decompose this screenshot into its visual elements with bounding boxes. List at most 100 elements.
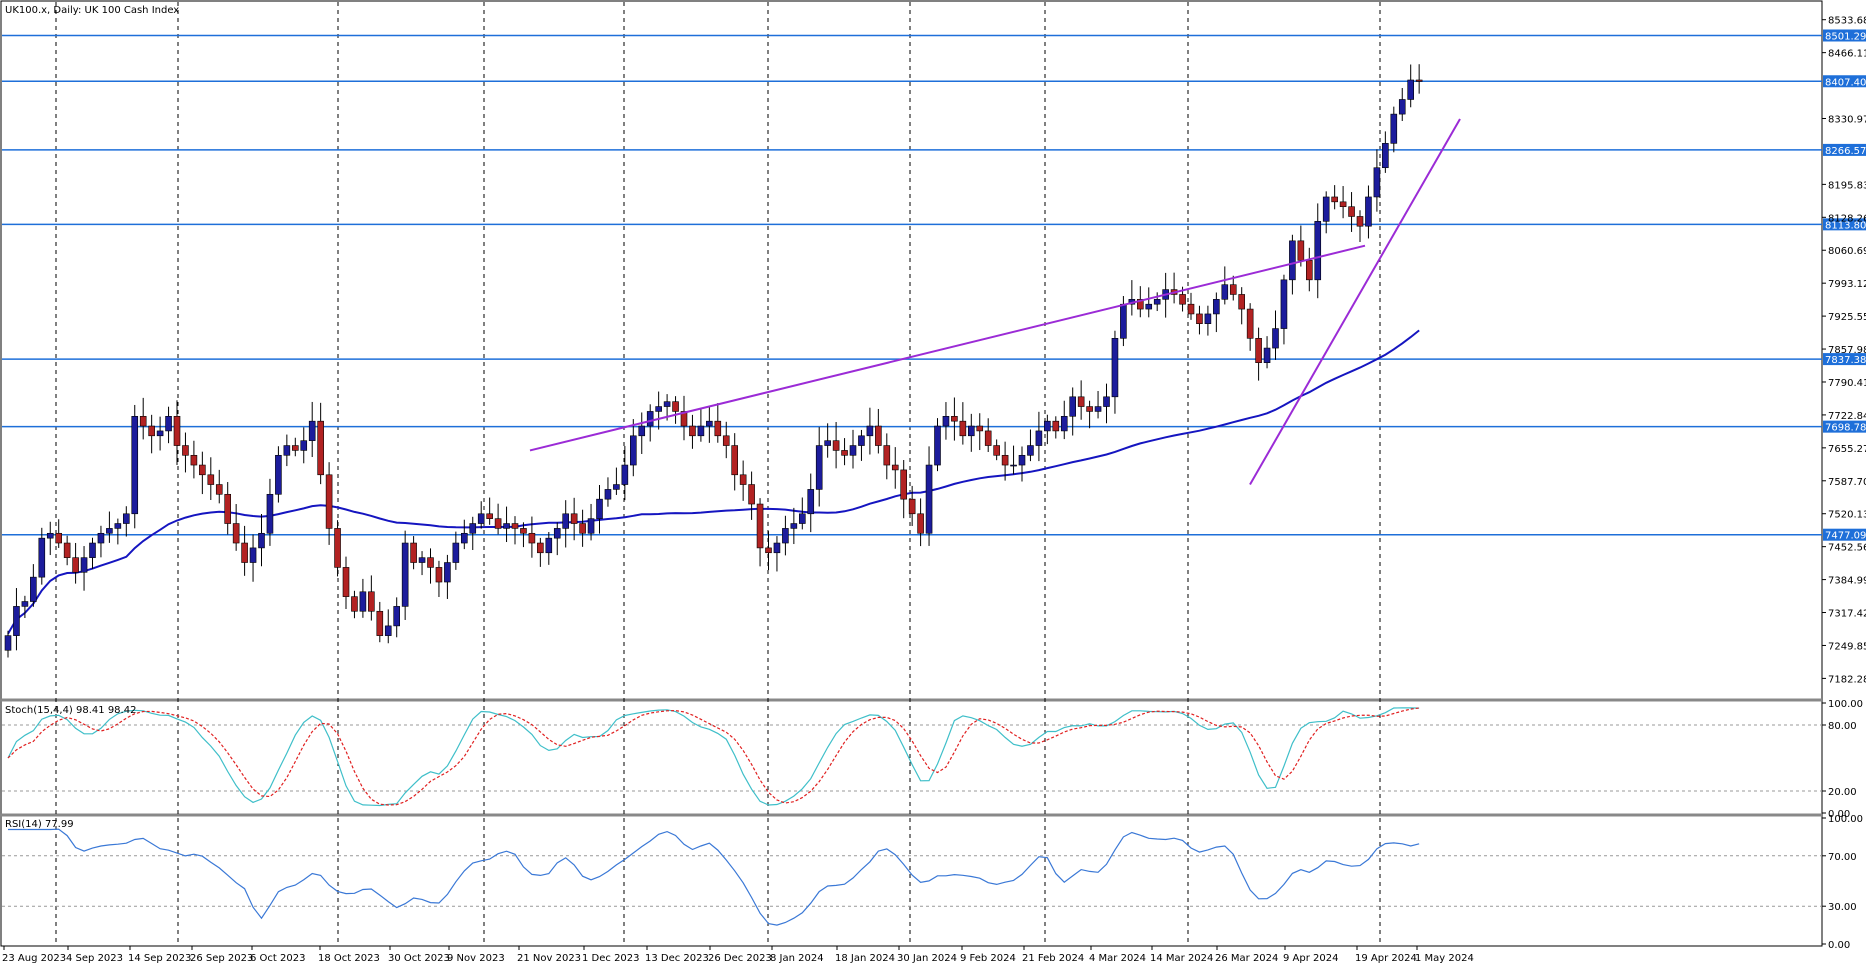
y-tick-label: 8195.83 xyxy=(1828,180,1866,191)
candle-body xyxy=(1229,284,1237,295)
x-tick-label: 23 Aug 2023 xyxy=(2,953,66,964)
horizontal-price-levels[interactable] xyxy=(2,34,1822,536)
y-tick-label: 7790.41 xyxy=(1828,378,1866,389)
candle-body xyxy=(646,411,654,427)
x-tick-label: 19 Apr 2024 xyxy=(1355,953,1417,964)
candle-body xyxy=(1179,294,1186,305)
candle-body xyxy=(866,425,874,437)
candle-body xyxy=(655,406,662,412)
candle-body xyxy=(80,557,88,573)
candle-body xyxy=(663,401,671,407)
trendlines[interactable] xyxy=(529,118,1461,486)
candle-body xyxy=(815,445,823,490)
candle-body xyxy=(1069,396,1076,417)
candle-body xyxy=(1001,454,1009,466)
candle-body xyxy=(207,474,215,485)
candle-body xyxy=(900,469,908,500)
candle-body xyxy=(511,523,519,529)
price-axis: 8501.29 8407.40 8266.57 8113.80 7837.38 7698.… xyxy=(1822,16,1866,685)
candle-body xyxy=(131,416,139,515)
candle-body xyxy=(765,547,772,554)
trendline-rising[interactable] xyxy=(1249,118,1461,486)
candle-body xyxy=(942,416,950,427)
stochastic-oscillator: 100.00 80.00 20.00 0.00 xyxy=(2,699,1863,820)
candle-body xyxy=(1314,221,1322,281)
candle-body xyxy=(545,537,553,554)
candle-body xyxy=(1407,79,1414,100)
y-tick-label: 7925.55 xyxy=(1828,312,1866,323)
candle-body xyxy=(1306,260,1313,281)
y-tick-label: 8128.26 xyxy=(1828,213,1866,224)
candle-body xyxy=(528,532,536,544)
x-tick-label: 14 Sep 2023 xyxy=(128,953,191,964)
candle-body xyxy=(435,567,443,583)
candle-body xyxy=(1018,454,1026,466)
stoch-panel-border xyxy=(0,700,1823,817)
candle-body xyxy=(291,445,299,451)
candle-body xyxy=(1153,299,1161,305)
candle-body xyxy=(1044,420,1051,432)
trendline-upper[interactable] xyxy=(529,244,1366,452)
candle-body xyxy=(190,454,198,466)
price-level-tag xyxy=(1823,218,1866,231)
candle-body xyxy=(807,489,815,515)
rsi-line xyxy=(8,828,1420,926)
x-tick-label: 8 Jan 2024 xyxy=(770,953,824,964)
candle-body xyxy=(300,440,308,451)
candle-body xyxy=(1094,406,1102,412)
candle-body xyxy=(1356,216,1364,227)
candle-body xyxy=(756,503,764,549)
candle-body xyxy=(1322,196,1330,222)
price-level-label: 7698.78 xyxy=(1825,423,1866,434)
candle-body xyxy=(1263,347,1271,363)
candle-body xyxy=(1027,445,1034,456)
candle-body xyxy=(883,445,891,466)
candle-body xyxy=(376,610,384,636)
candle-body xyxy=(908,498,916,515)
candle-body xyxy=(832,440,840,451)
candle-body xyxy=(114,523,122,529)
rsi-tick-label: 30.00 xyxy=(1828,902,1857,913)
candle-body xyxy=(925,464,933,534)
x-tick-label: 9 Nov 2023 xyxy=(447,953,505,964)
candle-body xyxy=(55,532,63,544)
price-level-label: 7477.09 xyxy=(1825,531,1866,542)
rsi-tick-label: 100.00 xyxy=(1828,814,1863,825)
y-tick-label: 7722.84 xyxy=(1828,411,1866,422)
candle-body xyxy=(1272,328,1279,349)
candle-body xyxy=(401,542,409,607)
candle-body xyxy=(562,513,570,529)
x-tick-label: 9 Feb 2024 xyxy=(960,953,1016,964)
candle-body xyxy=(427,557,434,568)
candle-body xyxy=(798,513,806,524)
candle-body xyxy=(891,464,899,471)
candle-body xyxy=(1415,79,1423,82)
candle-body xyxy=(1255,338,1262,363)
x-tick-label: 18 Oct 2023 xyxy=(318,953,380,964)
candle-body xyxy=(722,435,730,446)
x-tick-label: 4 Mar 2024 xyxy=(1089,953,1146,964)
price-level-tag xyxy=(1823,528,1866,541)
candle-body xyxy=(1246,308,1254,339)
candle-body xyxy=(266,493,274,534)
candle-body xyxy=(123,513,130,524)
stoch-main-line xyxy=(7,707,1420,807)
candle-body xyxy=(1221,284,1229,300)
moving-average-line xyxy=(7,329,1420,635)
candle-body xyxy=(38,537,46,578)
candle-body xyxy=(1390,113,1398,144)
rsi-indicator: 100.00 70.00 30.00 0.00 xyxy=(2,814,1863,951)
candle-body xyxy=(748,484,755,505)
candle-body xyxy=(1196,313,1203,324)
candle-body xyxy=(182,445,189,456)
candle-body xyxy=(1086,406,1093,412)
x-tick-label: 1 Dec 2023 xyxy=(582,953,640,964)
candle-body xyxy=(148,425,155,437)
stoch-title: Stoch(15,4,4) 98.41 98.42 xyxy=(5,705,136,716)
candle-body xyxy=(1052,420,1060,432)
price-level-tag xyxy=(1823,353,1866,366)
candle-body xyxy=(139,416,147,427)
